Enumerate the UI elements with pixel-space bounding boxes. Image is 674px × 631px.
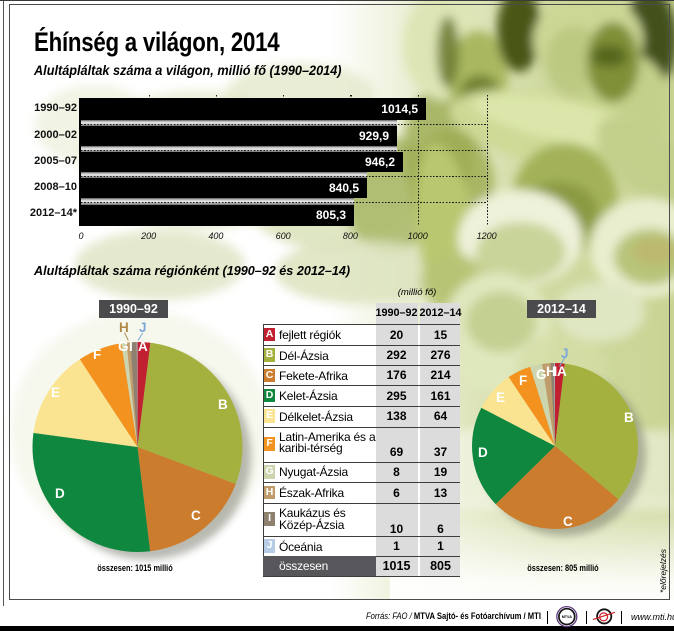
svg-text:MTVA: MTVA [562, 615, 573, 619]
